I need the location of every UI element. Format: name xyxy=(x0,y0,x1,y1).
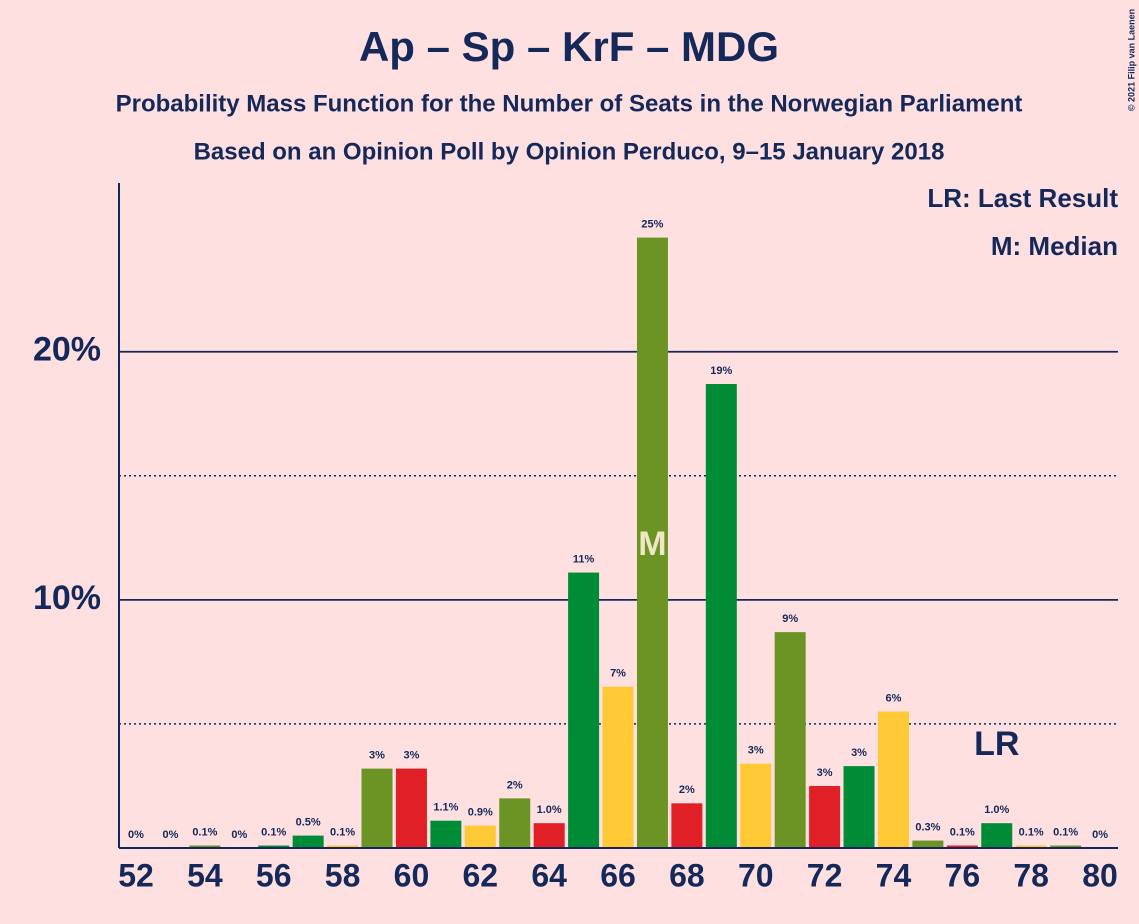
bar xyxy=(877,711,909,848)
value-label: 0% xyxy=(128,829,144,841)
value-label: 7% xyxy=(610,668,626,680)
x-tick-label: 66 xyxy=(600,857,636,893)
legend-last-result: LR: Last Result xyxy=(927,183,1118,213)
value-label: 1.0% xyxy=(984,804,1009,816)
bar xyxy=(671,803,703,848)
bar xyxy=(1015,845,1047,848)
x-tick-label: 74 xyxy=(876,857,912,893)
x-tick-label: 68 xyxy=(669,857,705,893)
bar xyxy=(258,845,290,848)
bar xyxy=(189,845,221,848)
value-label: 3% xyxy=(851,747,867,759)
bar xyxy=(636,237,668,849)
y-tick-label: 10% xyxy=(33,579,101,617)
copyright: © 2021 Filip van Laenen xyxy=(1126,9,1136,111)
x-tick-label: 52 xyxy=(118,857,154,893)
last-result-marker: LR xyxy=(974,725,1019,763)
legend-median: M: Median xyxy=(991,231,1118,261)
value-label: 2% xyxy=(679,784,695,796)
bar xyxy=(292,835,324,848)
value-label: 11% xyxy=(573,553,595,565)
x-tick-label: 80 xyxy=(1082,857,1118,893)
bar xyxy=(327,845,359,848)
value-label: 3% xyxy=(403,750,419,762)
x-tick-label: 56 xyxy=(256,857,292,893)
value-label: 0.3% xyxy=(915,821,940,833)
bar xyxy=(430,820,462,848)
bar xyxy=(395,768,427,848)
value-label: 25% xyxy=(641,218,663,230)
value-label: 3% xyxy=(748,745,764,757)
x-tick-label: 54 xyxy=(187,857,223,893)
bar xyxy=(843,766,875,848)
chart-subtitle: Probability Mass Function for the Number… xyxy=(116,90,1023,117)
bar xyxy=(464,825,496,848)
bar xyxy=(809,785,841,848)
x-tick-label: 62 xyxy=(463,857,499,893)
bar xyxy=(912,840,944,848)
x-tick-label: 70 xyxy=(738,857,774,893)
value-label: 0.1% xyxy=(330,826,355,838)
value-label: 0.1% xyxy=(1019,826,1044,838)
bar xyxy=(1050,845,1082,848)
chart-subtitle: Based on an Opinion Poll by Opinion Perd… xyxy=(194,138,945,165)
value-label: 3% xyxy=(817,767,833,779)
value-label: 3% xyxy=(369,750,385,762)
bar xyxy=(946,845,978,848)
x-tick-label: 78 xyxy=(1013,857,1049,893)
median-marker: M xyxy=(638,525,666,563)
y-tick-label: 20% xyxy=(33,331,101,369)
bar xyxy=(533,823,565,848)
bar xyxy=(568,572,600,848)
x-tick-label: 64 xyxy=(531,857,567,893)
value-label: 1.1% xyxy=(433,802,458,814)
x-tick-label: 76 xyxy=(945,857,981,893)
bar xyxy=(981,823,1013,848)
bar xyxy=(499,798,531,848)
value-label: 2% xyxy=(507,779,523,791)
x-tick-label: 60 xyxy=(394,857,430,893)
value-label: 0.1% xyxy=(950,826,975,838)
value-label: 0% xyxy=(231,829,247,841)
value-label: 0% xyxy=(162,829,178,841)
value-label: 0.1% xyxy=(261,826,286,838)
value-label: 6% xyxy=(886,692,902,704)
bar xyxy=(774,632,806,848)
value-label: 19% xyxy=(710,365,732,377)
value-label: 0.1% xyxy=(1053,826,1078,838)
x-tick-label: 58 xyxy=(325,857,361,893)
x-tick-label: 72 xyxy=(807,857,843,893)
value-label: 1.0% xyxy=(537,804,562,816)
bar xyxy=(705,383,737,848)
value-label: 0.5% xyxy=(296,816,321,828)
bar xyxy=(740,763,772,848)
bar xyxy=(361,768,393,848)
value-label: 0% xyxy=(1092,829,1108,841)
chart-title: Ap – Sp – KrF – MDG xyxy=(359,23,779,70)
value-label: 9% xyxy=(782,613,798,625)
value-label: 0.9% xyxy=(468,807,493,819)
value-label: 0.1% xyxy=(192,826,217,838)
bar xyxy=(602,686,634,848)
